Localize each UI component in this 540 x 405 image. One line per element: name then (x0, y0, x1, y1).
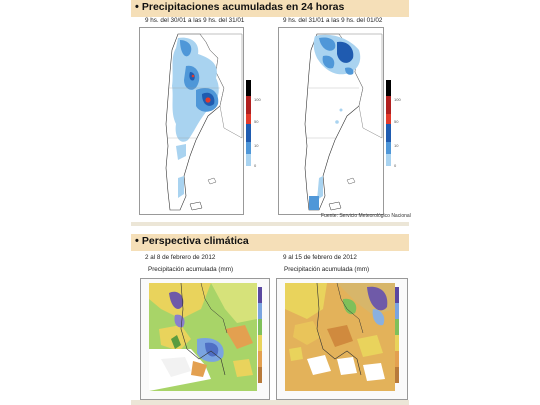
forecast-map-left (140, 278, 270, 400)
legend-tick-0-right: 0 (394, 163, 397, 168)
right-forecast-subtitle: 9 al 15 de febrero de 2012 (283, 254, 357, 261)
section-title: Perspectiva climática (141, 235, 249, 247)
argentina-map-left (165, 33, 243, 211)
right-forecast-caption: Precipitación acumulada (mm) (284, 266, 370, 273)
argentina-map-right (304, 33, 383, 211)
bullet-icon: • (135, 1, 139, 13)
section-header-precipitaciones: • Precipitaciones acumuladas en 24 horas (131, 0, 409, 17)
legend-tick-10-right: 10 (394, 143, 399, 148)
left-forecast-subtitle: 2 al 8 de febrero de 2012 (145, 254, 216, 261)
section-title: Precipitaciones acumuladas en 24 horas (141, 1, 345, 13)
precip-map-right (278, 27, 384, 215)
legend-tick-50: 50 (254, 119, 259, 124)
precip-legend-right (386, 80, 391, 166)
left-map-subtitle: 9 hs. del 30/01 a las 9 hs. del 31/01 (145, 17, 245, 24)
bottom-divider (131, 400, 409, 405)
precip-legend-left (246, 80, 251, 166)
legend-tick-10: 10 (254, 143, 259, 148)
section-header-perspectiva: • Perspectiva climática (131, 234, 409, 251)
forecast-raster-left (149, 282, 262, 391)
legend-tick-100-right: 100 (394, 97, 401, 102)
precip-map-left (139, 27, 244, 215)
source-credit: Fuente: Servicio Meteorológico Nacional (321, 213, 411, 219)
bullet-icon: • (135, 235, 139, 247)
legend-tick-0: 0 (254, 163, 257, 168)
left-forecast-caption: Precipitación acumulada (mm) (148, 266, 234, 273)
forecast-map-right (276, 278, 408, 400)
legend-tick-100: 100 (254, 97, 261, 102)
forecast-raster-right (285, 282, 399, 391)
legend-tick-50-right: 50 (394, 119, 399, 124)
right-map-subtitle: 9 hs. del 31/01 a las 9 hs. del 01/02 (283, 17, 383, 24)
section-divider (131, 222, 409, 226)
